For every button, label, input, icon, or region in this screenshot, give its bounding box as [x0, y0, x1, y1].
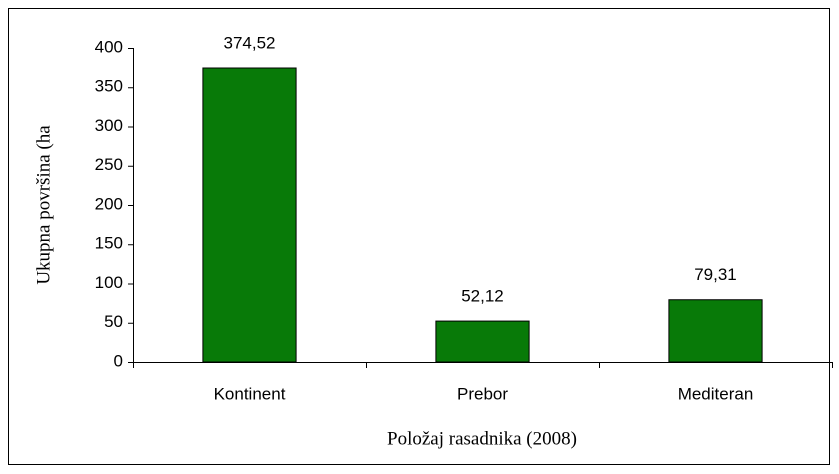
y-axis-label: Ukupna površina (ha [33, 125, 54, 285]
value-label: 79,31 [694, 265, 737, 284]
y-tick-label: 300 [95, 116, 123, 135]
y-tick-label: 250 [95, 155, 123, 174]
y-tick-label: 150 [95, 234, 123, 253]
bar [202, 67, 297, 363]
frame [8, 8, 830, 465]
x-axis-label: Položaj rasadnika (2008) [387, 428, 577, 449]
y-tick-label: 100 [95, 273, 123, 292]
x-tick-label: Kontinent [214, 384, 286, 403]
x-tick-label: Prebor [457, 384, 508, 403]
y-tick-label: 400 [95, 37, 123, 56]
bar [435, 320, 530, 363]
value-label: 374,52 [224, 33, 276, 52]
x-tick-label: Mediteran [678, 384, 754, 403]
value-label: 52,12 [461, 287, 504, 306]
y-tick-label: 200 [95, 194, 123, 213]
y-tick-label: 0 [114, 351, 123, 370]
bar [668, 299, 763, 363]
y-tick-label: 350 [95, 77, 123, 96]
y-tick-label: 50 [104, 312, 123, 331]
